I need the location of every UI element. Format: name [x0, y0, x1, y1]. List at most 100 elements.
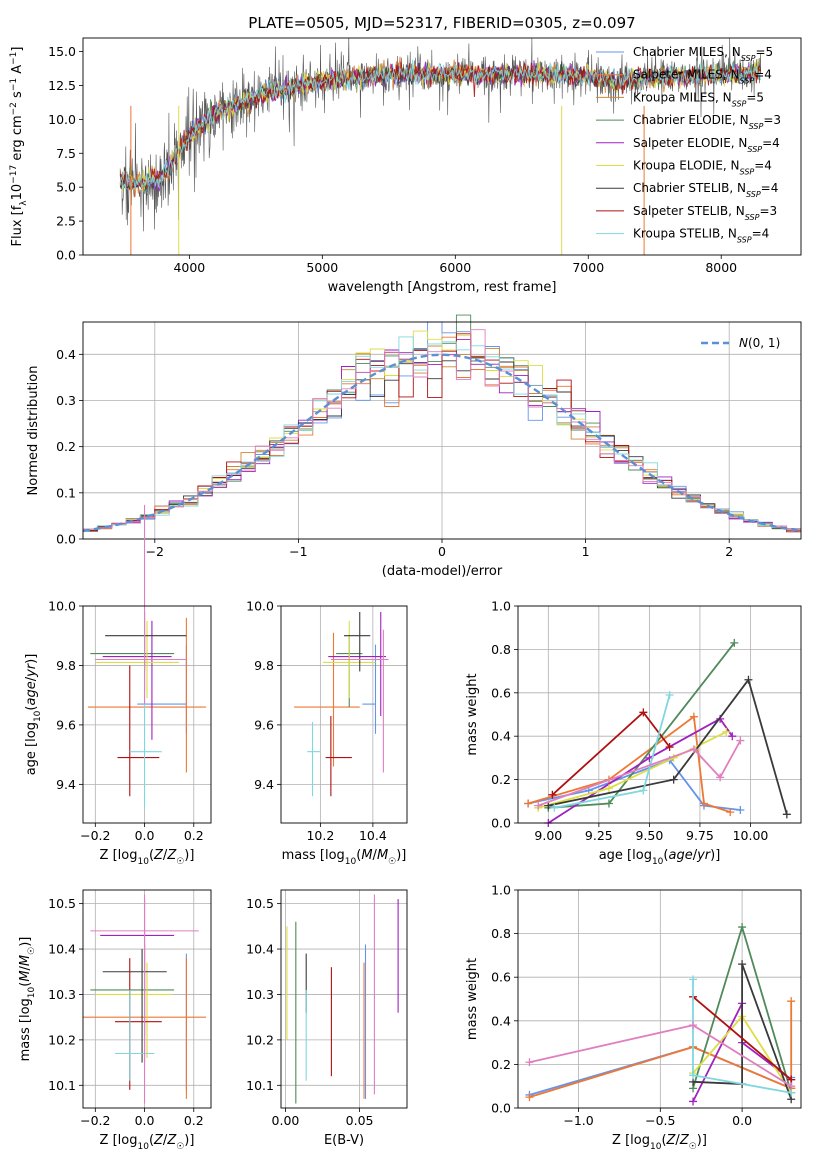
- age_vs_Z-ytick-label: 10.0: [48, 599, 76, 614]
- mass_weight_vs_age-marker-8: [716, 773, 725, 782]
- age_vs_Z-xlabel: Z [log10(Z/Z☉)]: [100, 848, 195, 867]
- mass_weight_vs_age-xtick-label: 9.75: [686, 828, 714, 843]
- residuals-xtick-label: 1: [582, 544, 590, 559]
- label-part: M: [18, 955, 33, 966]
- legend-text: Chabrier ELODIE, N: [633, 113, 749, 127]
- spectrum-xlabel: wavelength [Angstrom, rest frame]: [328, 280, 557, 295]
- legend-entry-6: Chabrier STELIB, NSSP=4: [633, 181, 778, 199]
- label-part: (: [149, 848, 154, 863]
- legend-text: Chabrier MILES, N: [633, 45, 741, 59]
- label-part: λ: [19, 200, 29, 206]
- mass_weight_vs_age-marker-5: [782, 810, 791, 819]
- label-part: age: [24, 681, 39, 705]
- label-part: )]: [396, 848, 406, 863]
- mass_weight_vs_Z-marker-2: [738, 923, 747, 932]
- label-part: ☉: [388, 857, 396, 867]
- label-part: /: [24, 676, 39, 681]
- residuals-ytick-label: 0.2: [56, 439, 76, 454]
- label-part: yr: [696, 848, 712, 863]
- mass_vs_ebv-frame: [280, 889, 408, 1109]
- label-part: mass [log: [282, 848, 345, 863]
- mass_weight_vs_age-xlabel: age [log10(age/yr)]: [599, 848, 721, 867]
- label-part: mass weight: [465, 673, 480, 755]
- label-part: mass [log: [18, 998, 33, 1061]
- mass_weight_vs_age-ylabel: mass weight: [465, 673, 480, 755]
- spectrum-ylabel: Flux [fλ10−17 erg cm−2 s−1 A−1]: [9, 47, 29, 247]
- age_vs_mass-xlabel: mass [log10(M/M☉)]: [282, 848, 407, 867]
- legend-value: =4: [752, 227, 770, 241]
- mass_weight_vs_Z-frame: [517, 889, 802, 1109]
- label-part: 10: [137, 1142, 149, 1152]
- mass_vs_ebv-axes: 0.00 0.05 10.1 10.2 10.3 10.4 10.5: [246, 890, 407, 1128]
- label-part: M: [361, 848, 372, 863]
- label-part: ☉: [27, 947, 37, 955]
- mass_weight_vs_age-marker-4: [722, 727, 731, 736]
- label-part: N: [739, 336, 748, 350]
- residuals-xtick-label: 2: [725, 544, 733, 559]
- label-part: )]: [24, 654, 39, 664]
- age_vs_Z-ytick-label: 9.8: [56, 658, 76, 673]
- mass_weight_vs_Z-xtick-label: −0.5: [645, 1113, 675, 1128]
- mass_weight_vs_age-marker-6: [639, 708, 648, 717]
- mass_weight_vs_Z-marker-8: [787, 1082, 796, 1091]
- label-part: age [log: [24, 722, 39, 775]
- spectrum-ytick-label: 5.0: [56, 180, 76, 195]
- mass_weight_vs_Z-xtick-label: 0.0: [732, 1113, 752, 1128]
- label-part: (: [18, 982, 33, 987]
- legend-entry-2: Kroupa MILES, NSSP=5: [633, 90, 764, 108]
- spectrum-ytick-label: 15.0: [48, 44, 76, 59]
- mass_weight_vs_age-marker-2: [604, 799, 613, 808]
- spectrum-xtick-label: 5000: [306, 260, 338, 275]
- mass_weight_vs_Z-ytick-label: 0.4: [491, 1013, 511, 1028]
- mass_vs_Z-errorbar-6: [115, 958, 162, 1090]
- label-part: −1: [9, 78, 19, 91]
- mass_vs_Z-ytick-label: 10.4: [48, 942, 76, 957]
- legend-value: =3: [759, 204, 777, 218]
- mass_weight_vs_Z-marker-7: [689, 1071, 698, 1080]
- age_vs_mass-axes: 10.2 10.4 9.4 9.6 9.8 10.0: [246, 599, 407, 843]
- label-part: Z: [166, 848, 177, 863]
- mass_weight_vs_Z-ytick-label: 0.6: [491, 970, 511, 985]
- model-spectrum-series-8: [119, 59, 762, 191]
- spectrum-ytick-label: 10.0: [48, 112, 76, 127]
- label-part: /: [18, 965, 33, 970]
- legend-text: Salpeter STELIB, N: [633, 204, 745, 218]
- age_vs_Z-xtick-label: −0.2: [80, 828, 110, 843]
- mass_weight_vs_Z-ylabel: mass weight: [465, 958, 480, 1040]
- mass_weight_vs_age-marker-5: [669, 775, 678, 784]
- label-part: −17: [9, 165, 19, 184]
- mass_vs_ebv-ytick-label: 10.1: [246, 1078, 274, 1093]
- mass_weight_vs_Z-marker-1: [787, 997, 796, 1006]
- label-part: age: [668, 848, 692, 863]
- label-part: −2: [9, 102, 19, 115]
- age_vs_mass-errorbar-0: [362, 644, 377, 734]
- mass_vs_Z-axes: −0.2 0.0 0.2 10.1 10.2 10.3 10.4 10.5: [48, 890, 211, 1128]
- label-part: M: [18, 970, 33, 981]
- label-part: yr: [24, 662, 39, 678]
- spectrum-axes: 4000 5000 6000 7000 8000 0.0 2.5 5.0 7.5 10.0 12.5…: [48, 44, 737, 275]
- label-part: 10: [33, 710, 43, 722]
- mass_weight_vs_age-marker-3: [728, 732, 737, 741]
- legend-entry-0: Chabrier MILES, NSSP=5: [633, 45, 773, 63]
- label-part: 10: [650, 1142, 662, 1152]
- legend-sub: SSP: [745, 212, 760, 221]
- mass_weight_vs_Z-ytick-label: 0.8: [491, 926, 511, 941]
- label-part: (: [149, 1133, 154, 1148]
- legend-text: Salpeter ELODIE, N: [633, 136, 747, 150]
- label-part: Z [log: [612, 1133, 650, 1148]
- label-part: Normed distribution: [26, 366, 41, 496]
- age_vs_mass-errorbar-7: [307, 721, 321, 797]
- legend-entry-7: Salpeter STELIB, NSSP=3: [633, 204, 777, 222]
- mass_vs_Z-errorbar-5: [102, 949, 167, 1063]
- mass_vs_Z-xlabel: Z [log10(Z/Z☉)]: [100, 1133, 195, 1152]
- legend-entry-3: Chabrier ELODIE, NSSP=3: [633, 113, 781, 131]
- mass_vs_Z-xtick-label: −0.2: [80, 1113, 110, 1128]
- mass_weight_vs_Z-ytick-label: 0.2: [491, 1057, 511, 1072]
- mass_weight_vs_age-marker-6: [548, 790, 557, 799]
- age_vs_mass-ytick-label: 9.6: [254, 717, 274, 732]
- label-part: )]: [697, 1133, 707, 1148]
- mass_weight_vs_Z-axes: −1.0 −0.5 0.0 0.0 0.2 0.4 0.6 0.8 1.0: [491, 883, 801, 1128]
- legend-value: =5: [746, 90, 764, 104]
- mass_weight_vs_age-marker-4: [604, 784, 613, 793]
- age_vs_mass-xtick-label: 10.2: [306, 828, 334, 843]
